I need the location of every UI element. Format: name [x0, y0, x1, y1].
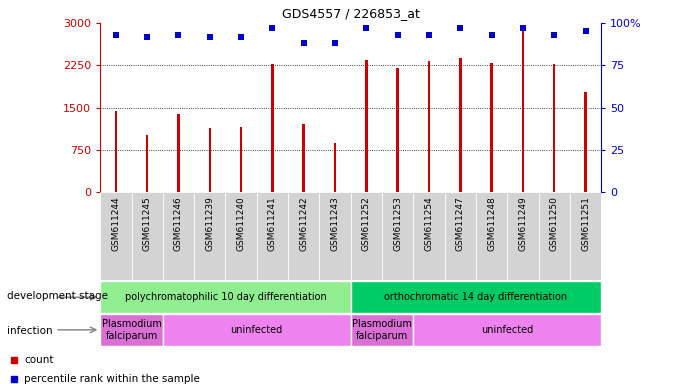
Text: GSM611239: GSM611239 — [205, 197, 214, 251]
Text: GSM611245: GSM611245 — [142, 197, 151, 251]
Title: GDS4557 / 226853_at: GDS4557 / 226853_at — [282, 7, 419, 20]
Text: GSM611253: GSM611253 — [393, 197, 402, 251]
Point — [142, 33, 153, 40]
Bar — [146, 134, 149, 192]
Bar — [553, 64, 556, 192]
Point — [236, 33, 247, 40]
Bar — [491, 63, 493, 192]
Text: GSM611250: GSM611250 — [550, 197, 559, 251]
Bar — [365, 60, 368, 192]
Bar — [100, 281, 350, 313]
Text: uninfected: uninfected — [481, 325, 533, 335]
Text: GSM611242: GSM611242 — [299, 197, 308, 251]
Point — [392, 32, 403, 38]
Text: GSM611247: GSM611247 — [456, 197, 465, 251]
Bar — [538, 192, 570, 280]
Bar — [350, 281, 601, 313]
Text: GSM611248: GSM611248 — [487, 197, 496, 251]
Text: GSM611254: GSM611254 — [424, 197, 433, 251]
Point — [205, 33, 216, 40]
Bar — [100, 192, 131, 280]
Bar — [163, 192, 194, 280]
Text: Plasmodium
falciparum: Plasmodium falciparum — [352, 319, 412, 341]
Point — [111, 32, 122, 38]
Bar — [209, 128, 211, 192]
Text: polychromatophilic 10 day differentiation: polychromatophilic 10 day differentiatio… — [124, 292, 326, 302]
Point — [173, 32, 184, 38]
Bar — [177, 114, 180, 192]
Text: GSM611243: GSM611243 — [330, 197, 339, 251]
Point — [299, 40, 310, 46]
Bar — [507, 192, 538, 280]
Text: GSM611249: GSM611249 — [518, 197, 527, 251]
Text: orthochromatic 14 day differentiation: orthochromatic 14 day differentiation — [384, 292, 567, 302]
Text: GSM611251: GSM611251 — [581, 197, 590, 251]
Point — [455, 25, 466, 31]
Point — [580, 28, 591, 35]
Bar — [271, 64, 274, 192]
Bar — [334, 143, 337, 192]
Bar — [444, 192, 476, 280]
Bar — [570, 192, 601, 280]
Bar — [382, 192, 413, 280]
Text: development stage: development stage — [7, 291, 108, 301]
Text: Plasmodium
falciparum: Plasmodium falciparum — [102, 319, 162, 341]
Text: uninfected: uninfected — [231, 325, 283, 335]
Point — [267, 25, 278, 31]
Bar — [459, 58, 462, 192]
Bar — [428, 61, 430, 192]
Bar — [225, 192, 257, 280]
Bar — [194, 192, 225, 280]
Bar — [100, 314, 163, 346]
Text: count: count — [24, 355, 53, 365]
Bar — [413, 192, 444, 280]
Bar — [131, 192, 163, 280]
Point — [486, 32, 497, 38]
Bar — [163, 314, 350, 346]
Bar — [303, 124, 305, 192]
Bar — [257, 192, 288, 280]
Bar — [585, 92, 587, 192]
Bar — [397, 68, 399, 192]
Bar — [522, 31, 524, 192]
Bar — [350, 314, 413, 346]
Point — [424, 32, 435, 38]
Bar — [288, 192, 319, 280]
Text: GSM611252: GSM611252 — [362, 197, 371, 251]
Text: infection: infection — [7, 326, 53, 336]
Point — [549, 32, 560, 38]
Text: percentile rank within the sample: percentile rank within the sample — [24, 374, 200, 384]
Text: GSM611244: GSM611244 — [111, 197, 120, 251]
Text: GSM611241: GSM611241 — [268, 197, 277, 251]
Bar — [476, 192, 507, 280]
Text: GSM611246: GSM611246 — [174, 197, 183, 251]
Bar — [319, 192, 350, 280]
Text: GSM611240: GSM611240 — [236, 197, 245, 251]
Point — [330, 40, 341, 46]
Bar — [413, 314, 601, 346]
Bar — [115, 111, 117, 192]
Point — [518, 25, 529, 31]
Bar — [240, 127, 243, 192]
Bar — [350, 192, 382, 280]
Point — [361, 25, 372, 31]
